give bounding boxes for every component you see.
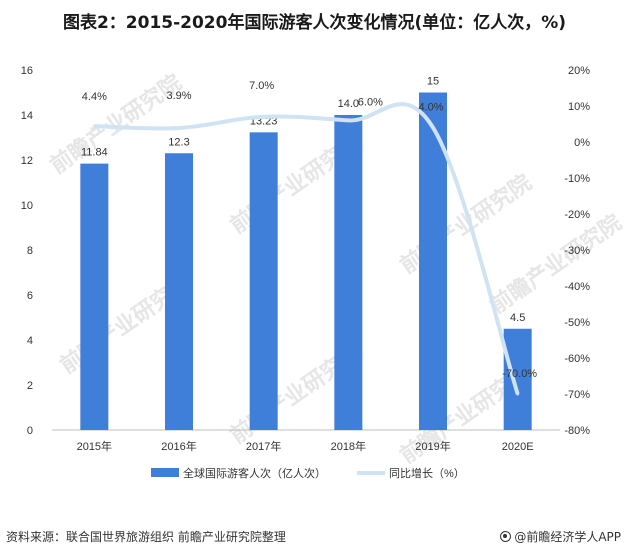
bar-data-label: 12.3 bbox=[168, 136, 189, 148]
line-point bbox=[516, 392, 520, 396]
x-axis-category-label: 2020E bbox=[502, 441, 534, 453]
left-axis-tick-label: 0 bbox=[27, 425, 33, 437]
line-data-label: -70.0% bbox=[502, 368, 537, 380]
legend-bar-swatch bbox=[151, 468, 179, 477]
line-data-label: 7.0% bbox=[249, 80, 274, 92]
line-data-label: 4.0% bbox=[418, 102, 443, 114]
right-axis-tick-label: 10% bbox=[568, 101, 590, 113]
x-axis-category-label: 2017年 bbox=[246, 439, 281, 453]
bar-data-label: 14.0 bbox=[338, 98, 359, 110]
right-axis-ticks: 20% 10% 0% -10% -20% -30% -40% -50% -60% -70% -80% bbox=[564, 65, 590, 437]
watermark-text: 前瞻产业研究院 bbox=[485, 209, 626, 319]
right-axis-tick-label: -30% bbox=[564, 245, 590, 257]
line-point bbox=[431, 126, 435, 130]
growth-line bbox=[94, 102, 520, 395]
bar bbox=[165, 153, 193, 430]
right-axis-tick-label: 20% bbox=[568, 65, 590, 77]
right-axis-tick-label: -40% bbox=[564, 281, 590, 293]
line-point bbox=[177, 126, 181, 130]
line-data-labels: 4.4% 3.9% 7.0% 6.0% 4.0% -70.0% bbox=[82, 80, 538, 380]
line-point bbox=[92, 124, 96, 128]
x-axis-category-labels: 2015年 2016年 2017年 2018年 2019年 2020E bbox=[77, 439, 534, 453]
line-data-label: 3.9% bbox=[166, 90, 191, 102]
right-axis-tick-label: -10% bbox=[564, 173, 590, 185]
watermark-text: 前瞻产业研究院 bbox=[395, 169, 536, 279]
x-axis-category-label: 2016年 bbox=[161, 439, 196, 453]
left-axis-tick-label: 10 bbox=[21, 200, 33, 212]
x-axis-category-label: 2015年 bbox=[77, 439, 112, 453]
chart-title: 图表2：2015-2020年国际游客人次变化情况(单位：亿人次，%) bbox=[62, 13, 567, 33]
right-axis-tick-label: -70% bbox=[564, 389, 590, 401]
app-logo-icon bbox=[500, 531, 512, 542]
left-axis-tick-label: 14 bbox=[21, 110, 33, 122]
left-axis-tick-label: 16 bbox=[21, 65, 33, 77]
credit-text: @前瞻经济学人APP bbox=[514, 530, 621, 544]
left-axis-tick-label: 12 bbox=[21, 155, 33, 167]
left-axis-tick-label: 6 bbox=[27, 290, 33, 302]
right-axis-tick-label: -20% bbox=[564, 209, 590, 221]
bar bbox=[503, 328, 532, 430]
line-data-label: 4.4% bbox=[82, 91, 107, 103]
legend-bar-label: 全球国际游客人次（亿人次） bbox=[183, 466, 326, 480]
right-axis-tick-label: 0% bbox=[574, 137, 590, 149]
bar-data-label: 4.5 bbox=[510, 312, 525, 324]
legend: 全球国际游客人次（亿人次） 同比增长（%） bbox=[151, 466, 465, 480]
x-axis-category-label: 2019年 bbox=[415, 439, 450, 453]
bar-data-label: 11.84 bbox=[81, 147, 108, 159]
bar bbox=[334, 115, 363, 430]
source-note: 资料来源：联合国世界旅游组织 前瞻产业研究院整理 bbox=[6, 530, 286, 544]
line-data-label: 6.0% bbox=[358, 96, 383, 108]
bar bbox=[80, 163, 109, 430]
line-point bbox=[262, 115, 266, 119]
left-axis-ticks: 0 2 4 6 8 10 12 14 16 bbox=[21, 65, 33, 437]
legend-line-label: 同比增长（%） bbox=[389, 466, 465, 480]
right-axis-tick-label: -80% bbox=[564, 425, 590, 437]
line-point bbox=[346, 118, 350, 122]
right-axis-tick-label: -60% bbox=[564, 353, 590, 365]
left-axis-tick-label: 2 bbox=[27, 380, 33, 392]
right-axis-tick-label: -50% bbox=[564, 317, 590, 329]
credit: @前瞻经济学人APP bbox=[500, 528, 621, 545]
bar-data-label: 15 bbox=[427, 76, 439, 88]
x-axis-category-label: 2018年 bbox=[331, 439, 366, 453]
left-axis-tick-label: 8 bbox=[27, 245, 33, 257]
bar bbox=[249, 132, 278, 430]
left-axis-tick-label: 4 bbox=[27, 335, 33, 347]
line-series bbox=[92, 102, 520, 396]
